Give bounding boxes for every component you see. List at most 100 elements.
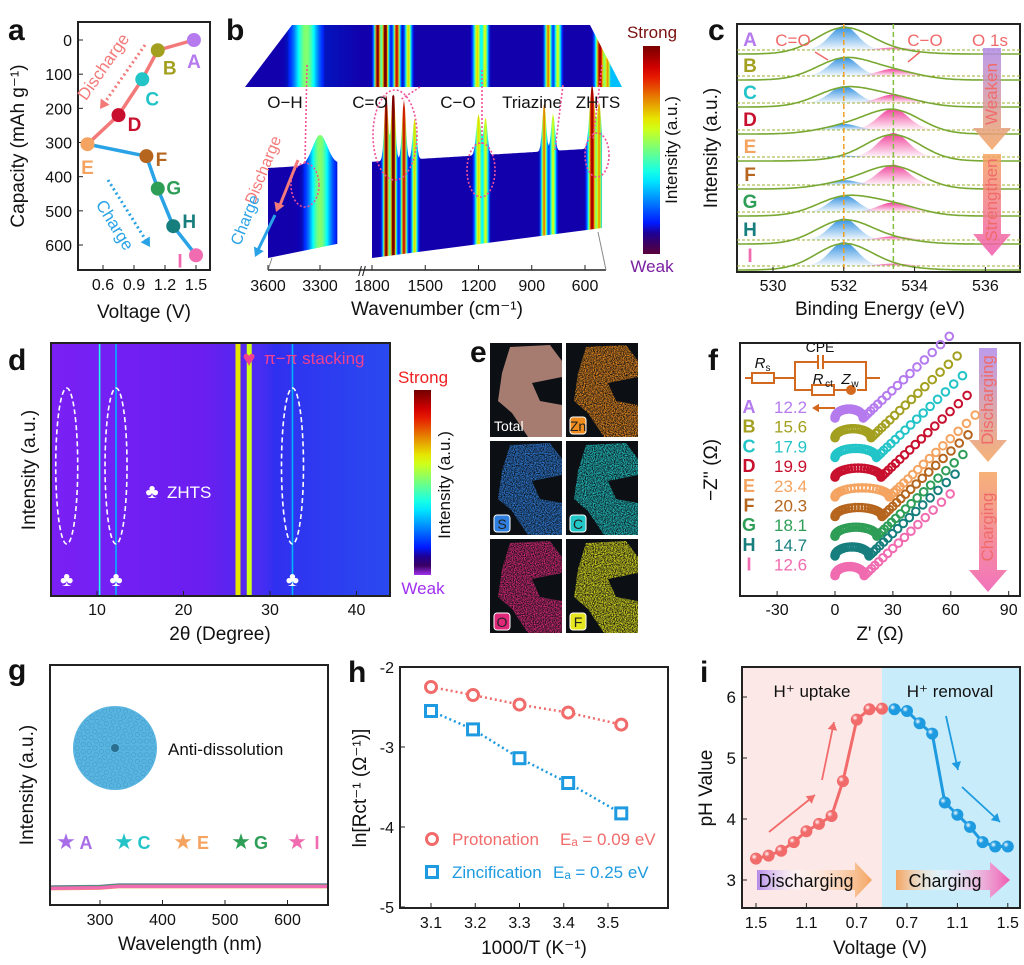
trend-arrow bbox=[821, 721, 835, 781]
rct-value: 12.2 bbox=[774, 398, 807, 417]
sphere-dot bbox=[122, 708, 128, 714]
guide-line bbox=[304, 64, 308, 164]
y-tick-label: -4 bbox=[380, 820, 394, 837]
data-point bbox=[917, 473, 928, 484]
c-o-peak-area bbox=[737, 236, 1021, 240]
nyquist-series-C: C 17.9 bbox=[743, 370, 968, 463]
data-point bbox=[887, 528, 898, 539]
diffraction-line bbox=[115, 343, 117, 596]
eds-map-zn: Zn bbox=[566, 343, 638, 437]
x-tick-label: 900 bbox=[518, 278, 545, 295]
x-tick-label: 3.2 bbox=[464, 915, 486, 932]
data-point bbox=[857, 502, 867, 513]
data-point bbox=[937, 414, 947, 424]
c-o-peak-area bbox=[737, 202, 1021, 212]
club-icon: ♣ bbox=[286, 569, 299, 591]
sphere-dot bbox=[150, 745, 156, 751]
sphere-dot bbox=[102, 736, 108, 742]
sphere-dot bbox=[102, 708, 108, 714]
nyquist-series-G: G 18.1 bbox=[742, 449, 968, 542]
sphere-dot bbox=[97, 732, 103, 738]
data-point bbox=[930, 460, 941, 471]
y-axis-label: Intensity (a.u.) bbox=[701, 88, 722, 208]
sphere-dot bbox=[124, 752, 130, 758]
xrd-heatmap bbox=[51, 343, 390, 596]
sphere-dot bbox=[109, 725, 115, 731]
data-point bbox=[466, 722, 481, 737]
sphere-dot bbox=[92, 761, 98, 767]
data-point bbox=[614, 806, 629, 821]
x-tick-label: 30 bbox=[261, 602, 279, 619]
sphere-dot bbox=[147, 731, 153, 737]
xps-row-G: G bbox=[737, 192, 1021, 217]
point-label: F bbox=[156, 150, 168, 171]
sphere-dot bbox=[131, 738, 137, 744]
arrow-label: Weaken bbox=[982, 63, 1001, 125]
data-point bbox=[920, 512, 931, 523]
data-point bbox=[923, 427, 933, 438]
x-tick-label: 1.5 bbox=[745, 915, 767, 932]
x-tick-label: 534 bbox=[901, 278, 928, 295]
gradient-arrow-icon bbox=[969, 348, 1007, 462]
data-point bbox=[775, 844, 788, 857]
sphere-dot bbox=[100, 715, 106, 721]
depth-axis bbox=[267, 257, 273, 271]
series-label: E bbox=[743, 476, 755, 496]
data-point bbox=[898, 518, 909, 529]
charging-arrow-icon bbox=[896, 862, 1010, 898]
discharging-arrow: Discharging bbox=[969, 348, 1007, 462]
data-point bbox=[836, 775, 849, 788]
x-tick-label: 0 bbox=[831, 602, 840, 619]
legend-label: C bbox=[138, 833, 151, 853]
c-o-peak-area bbox=[737, 108, 1021, 130]
c-o-label: C−O bbox=[907, 31, 942, 50]
x-tick-label: 3.1 bbox=[420, 915, 442, 932]
fit-envelope bbox=[737, 219, 1021, 245]
data-point bbox=[888, 703, 901, 716]
c-eq-o-label: C=O bbox=[775, 31, 810, 50]
sphere-dot bbox=[94, 719, 100, 725]
guide-line bbox=[399, 86, 421, 101]
arrow-head-icon bbox=[812, 403, 819, 413]
panel-e: Total Zn S C O F bbox=[490, 343, 638, 633]
sphere-dot bbox=[110, 737, 116, 743]
panel-label: f bbox=[708, 344, 719, 377]
data-point bbox=[900, 425, 910, 436]
legend-label: E bbox=[197, 833, 209, 853]
discharging-arrow-icon bbox=[757, 862, 872, 898]
sphere-dot bbox=[120, 733, 126, 739]
sphere-dot bbox=[77, 731, 83, 737]
arrow-head-icon bbox=[140, 236, 150, 247]
data-point bbox=[907, 469, 918, 480]
rct-value: 19.9 bbox=[774, 457, 807, 476]
data-point bbox=[466, 688, 481, 702]
data-point bbox=[941, 465, 951, 476]
band-label: O−H bbox=[267, 93, 302, 112]
charging-arrow: Charging bbox=[969, 472, 1007, 592]
data-point bbox=[905, 484, 916, 495]
legend-marker bbox=[425, 865, 439, 879]
data-point bbox=[912, 464, 923, 475]
sphere-dot bbox=[127, 773, 133, 779]
sphere-dot bbox=[102, 762, 108, 768]
plot-frame bbox=[77, 21, 211, 271]
star-icon: ★ bbox=[173, 829, 193, 854]
nyquist-series-A: A 12.2 bbox=[743, 331, 955, 423]
sphere-dot bbox=[135, 775, 141, 781]
panel-b: // 3600 3300 1800 1500 1200 900 600 Wavenumber (… bbox=[228, 23, 681, 320]
rct-value: 14.7 bbox=[774, 536, 807, 555]
sphere-dot bbox=[98, 742, 104, 748]
c-eq-o-peak-area bbox=[737, 242, 1021, 266]
sphere-dot bbox=[82, 755, 88, 761]
void-region bbox=[532, 475, 562, 503]
sphere-dot bbox=[134, 759, 140, 765]
rct-sub-label: ct bbox=[825, 379, 833, 390]
tile-label-box bbox=[569, 612, 587, 631]
zw-sub-label: w bbox=[850, 379, 859, 390]
sphere-dot bbox=[75, 738, 81, 744]
pointer-arrow bbox=[814, 51, 829, 61]
data-point bbox=[926, 727, 939, 740]
point-label: H bbox=[182, 212, 196, 233]
sphere-dot bbox=[124, 722, 130, 728]
